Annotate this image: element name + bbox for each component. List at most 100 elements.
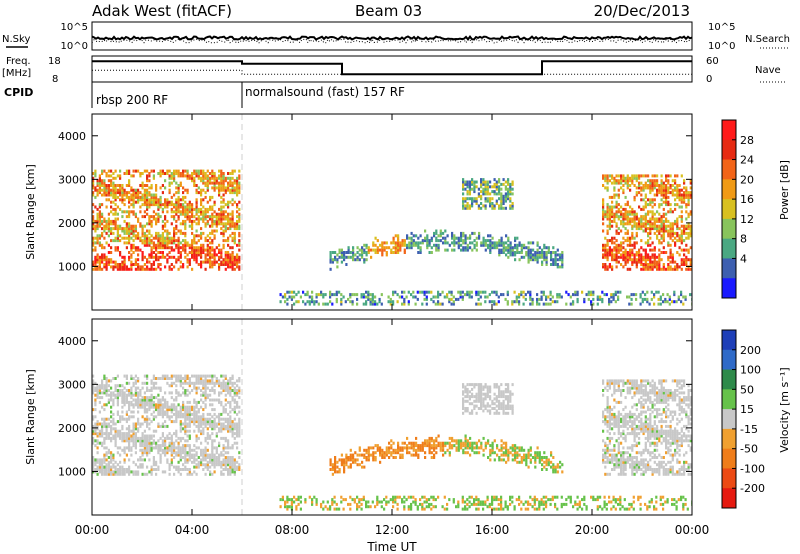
echo-cell (157, 422, 160, 426)
echo-cell (141, 463, 144, 467)
echo-cell (507, 182, 510, 186)
echo-cell (128, 448, 131, 452)
echo-cell (137, 217, 140, 221)
echo-cell (227, 215, 230, 219)
echo-cell (479, 290, 482, 294)
echo-cell (173, 234, 176, 238)
echo-cell (678, 191, 681, 195)
echo-cell (658, 241, 661, 245)
echo-cell (130, 470, 133, 474)
echo-cell (613, 195, 616, 199)
echo-cell (229, 181, 232, 185)
echo-cell (343, 251, 346, 254)
echo-cell (191, 205, 194, 209)
echo-cell (559, 255, 562, 259)
echo-cell (229, 446, 232, 450)
echo-cell (371, 295, 374, 299)
echo-cell (161, 439, 164, 443)
echo-cell (152, 377, 155, 380)
echo-cell (352, 246, 355, 250)
echo-cell (662, 224, 665, 228)
echo-cell (125, 417, 128, 421)
echo-cell (148, 174, 151, 178)
echo-cell (211, 420, 214, 424)
echo-cell (495, 182, 498, 186)
echo-cell (218, 267, 221, 271)
echo-cell (622, 179, 625, 183)
echo-cell (676, 222, 679, 226)
echo-cell (437, 295, 440, 299)
echo-cell (179, 381, 182, 385)
echo-cell (146, 408, 149, 412)
echo-cell (184, 427, 187, 431)
echo-cell (610, 293, 613, 297)
echo-cell (173, 231, 176, 235)
echo-cell (125, 210, 128, 214)
echo-cell (204, 377, 207, 380)
echo-cell (653, 255, 656, 259)
echo-cell (166, 424, 169, 428)
colorbar-tick-label: 20 (740, 173, 754, 186)
echo-cell (139, 172, 142, 175)
echo-cell (602, 420, 605, 424)
echo-cell (114, 429, 117, 433)
echo-cell (204, 389, 207, 392)
echo-cell (105, 224, 108, 228)
echo-cell (683, 239, 686, 243)
echo-cell (116, 393, 119, 397)
echo-cell (642, 205, 645, 209)
echo-cell (195, 415, 198, 419)
echo-cell (468, 185, 471, 189)
echo-cell (630, 293, 633, 297)
echo-cell (128, 381, 131, 385)
echo-cell (202, 174, 205, 178)
echo-cell (209, 255, 212, 259)
echo-cell (468, 197, 471, 201)
echo-cell (206, 412, 209, 416)
echo-cell (649, 229, 652, 233)
echo-cell (687, 191, 690, 195)
echo-cell (98, 468, 101, 471)
echo-cell (486, 182, 489, 186)
echo-cell (606, 405, 609, 409)
echo-cell (182, 463, 185, 467)
echo-cell (206, 379, 209, 383)
echo-cell (101, 253, 104, 257)
echo-cell (604, 246, 607, 250)
echo-cell (96, 241, 99, 245)
echo-cell (687, 258, 690, 262)
echo-cell (107, 179, 110, 183)
echo-cell (193, 179, 196, 183)
echo-cell (224, 460, 227, 464)
echo-cell (658, 186, 661, 190)
echo-cell (132, 188, 135, 192)
echo-cell (642, 258, 645, 262)
echo-cell (462, 182, 465, 186)
echo-cell (658, 255, 661, 259)
echo-cell (119, 429, 122, 433)
echo-cell (220, 427, 223, 431)
echo-cell (543, 255, 546, 259)
echo-cell (356, 293, 359, 297)
echo-cell (200, 212, 203, 216)
echo-cell (617, 217, 620, 221)
echo-cell (687, 231, 690, 235)
echo-cell (687, 234, 690, 238)
echo-cell (587, 293, 590, 297)
echo-cell (628, 302, 631, 306)
echo-cell (475, 185, 478, 189)
echo-cell (227, 212, 230, 216)
echo-cell (94, 460, 97, 464)
echo-cell (561, 260, 564, 264)
echo-cell (608, 412, 611, 416)
echo-cell (116, 384, 119, 388)
echo-cell (671, 239, 674, 243)
echo-cell (378, 300, 381, 304)
echo-cell (464, 236, 467, 240)
echo-cell (132, 429, 135, 433)
echo-cell (662, 212, 665, 216)
echo-cell (561, 251, 564, 254)
echo-cell (121, 186, 124, 190)
echo-cell (604, 210, 607, 214)
echo-cell (224, 417, 227, 421)
